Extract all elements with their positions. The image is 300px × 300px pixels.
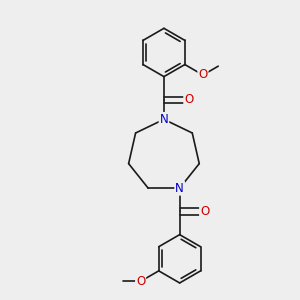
Text: O: O xyxy=(200,205,209,218)
Text: O: O xyxy=(184,93,194,106)
Text: N: N xyxy=(160,113,168,126)
Text: O: O xyxy=(198,68,208,82)
Text: O: O xyxy=(136,275,145,288)
Text: N: N xyxy=(175,182,184,195)
